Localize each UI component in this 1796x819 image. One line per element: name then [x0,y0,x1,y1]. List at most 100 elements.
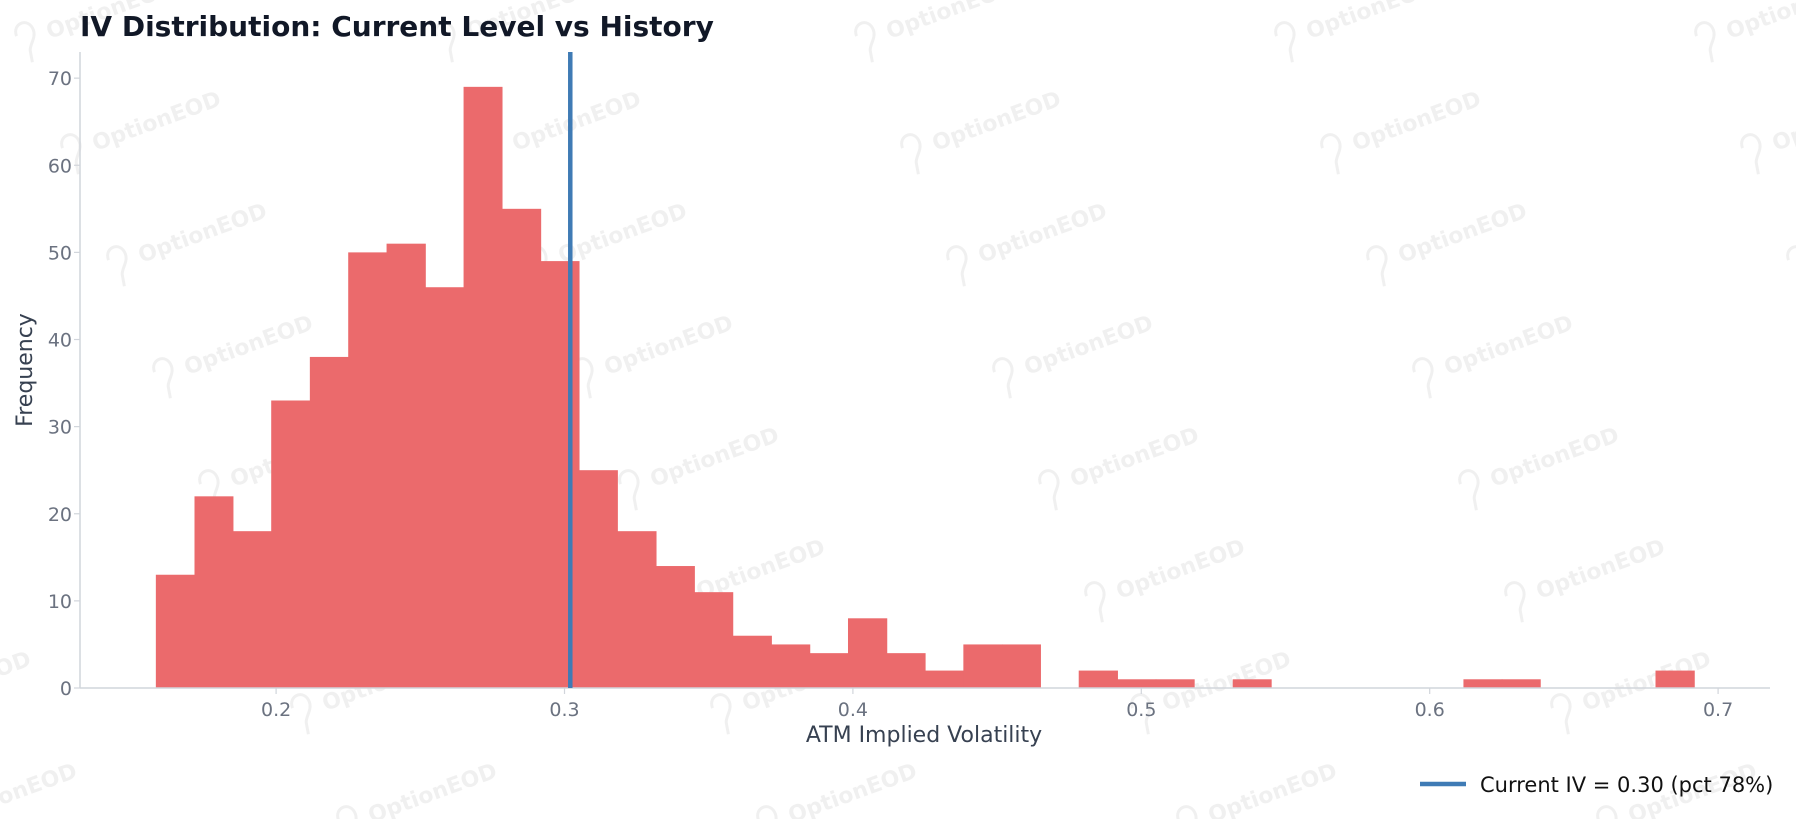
watermark-logo-icon [1504,581,1526,623]
watermark-text: OptionEOD [601,311,737,381]
watermark-text: OptionEOD [647,423,783,493]
histogram-bar [1002,644,1041,688]
chart-title: IV Distribution: Current Level vs Histor… [80,10,714,43]
watermark-29: OptionEOD [0,647,35,717]
watermark-text: OptionEOD [1349,87,1485,157]
histogram-bar [1117,679,1157,688]
watermark-34: OptionEOD [0,759,81,819]
watermark-logo-icon [946,245,968,287]
watermark-12: OptionEOD [946,199,1111,287]
watermark-logo-icon [198,469,220,511]
watermark-text: OptionEOD [0,647,35,717]
histogram-bar [809,653,849,688]
watermark-logo-icon [900,133,922,175]
watermark-4: OptionEOD [1694,0,1796,63]
histogram-bar [194,496,234,688]
watermark-logo-icon [1176,805,1198,819]
watermark-35: OptionEOD [336,759,501,819]
histogram-bars [155,86,1695,689]
watermark-17: OptionEOD [992,311,1157,399]
y-tick-label: 60 [48,155,72,177]
watermark-27: OptionEOD [1084,535,1249,623]
watermark-32: OptionEOD [1130,647,1295,735]
histogram-bar [425,287,465,688]
y-axis-label: Frequency [13,313,38,427]
watermark-text: OptionEOD [1487,423,1623,493]
watermark-13: OptionEOD [1366,199,1531,287]
watermark-text: OptionEOD [0,759,81,819]
x-tick-label: 0.5 [1126,699,1156,721]
watermark-2: OptionEOD [854,0,1019,63]
watermark-logo-icon [756,805,778,819]
axes [79,52,1770,689]
watermark-33: OptionEOD [1550,647,1715,735]
watermark-logo-icon [1130,693,1152,735]
histogram-bar [886,653,926,688]
watermark-10: OptionEOD [106,199,271,287]
watermark-logo-icon [152,357,174,399]
y-tick-label: 0 [60,678,72,700]
watermark-text: OptionEOD [1533,535,1669,605]
watermark-logo-icon [14,21,36,63]
watermark-5: OptionEOD [60,87,225,175]
x-tick-label: 0.6 [1415,699,1445,721]
watermark-text: OptionEOD [555,199,691,269]
watermark-logo-icon [290,693,312,735]
watermark-text: OptionEOD [135,199,271,269]
watermark-text: OptionEOD [1723,0,1796,45]
watermark-text: OptionEOD [1441,311,1577,381]
histogram-bar [386,243,426,688]
histogram-bar [655,566,695,688]
watermark-text: OptionEOD [509,87,645,157]
watermark-logo-icon [710,693,732,735]
watermark-6: OptionEOD [480,87,645,175]
watermark-22: OptionEOD [1038,423,1203,511]
watermark-text: OptionEOD [1067,423,1203,493]
watermark-28: OptionEOD [1504,535,1669,623]
histogram-bar [617,531,657,688]
x-tick-label: 0.7 [1703,699,1733,721]
watermark-21: OptionEOD [618,423,783,511]
y-tick-label: 10 [48,591,72,613]
watermark-text: OptionEOD [1205,759,1341,819]
watermark-18: OptionEOD [1412,311,1577,399]
watermark-logo-icon [1694,21,1716,63]
y-tick-label: 40 [48,330,72,352]
watermark-logo-icon [1320,133,1342,175]
histogram-bar [847,618,888,688]
watermark-logo-icon [618,469,640,511]
histogram-bar [1232,679,1272,688]
watermark-logo-icon [1412,357,1434,399]
watermark-text: OptionEOD [929,87,1065,157]
watermark-logo-icon [854,21,876,63]
watermark-text: OptionEOD [1395,199,1531,269]
watermark-logo-icon [1458,469,1480,511]
y-tick-label: 50 [48,242,72,264]
watermark-logo-icon [1274,21,1296,63]
x-tick-label: 0.3 [549,699,579,721]
watermark-text: OptionEOD [1021,311,1157,381]
watermark-logo-icon [1786,245,1796,287]
watermark-logo-icon [1596,805,1618,819]
watermark-36: OptionEOD [756,759,921,819]
watermark-logo-icon [1550,693,1572,735]
watermark-8: OptionEOD [1320,87,1485,175]
watermark-logo-icon [336,805,358,819]
y-tick-label: 30 [48,417,72,439]
watermark-16: OptionEOD [572,311,737,399]
y-tick-label: 20 [48,504,72,526]
legend-label: Current IV = 0.30 (pct 78%) [1480,773,1773,797]
x-tick-label: 0.2 [261,699,291,721]
histogram-bar [1155,679,1195,688]
histogram-bar [540,261,580,688]
watermark-logo-icon [1038,469,1060,511]
histogram-bar [1078,670,1118,688]
x-tick-label: 0.4 [838,699,868,721]
histogram-bar [463,86,503,689]
histogram-bar [232,531,272,688]
watermark-logo-icon [992,357,1014,399]
watermark-text: OptionEOD [365,759,501,819]
watermark-3: OptionEOD [1274,0,1439,63]
